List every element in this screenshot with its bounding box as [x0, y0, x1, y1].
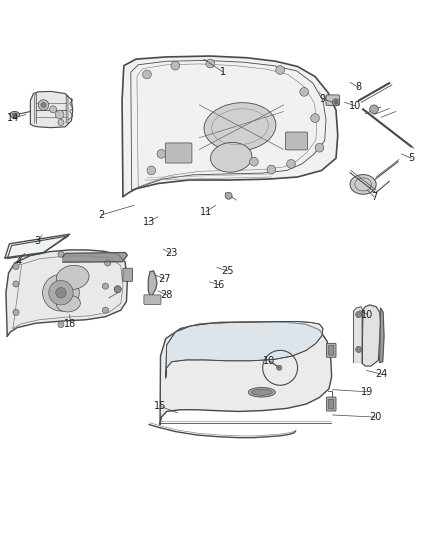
Text: 1: 1 — [220, 67, 226, 77]
Polygon shape — [362, 305, 381, 366]
Circle shape — [206, 59, 215, 68]
Text: 15: 15 — [154, 401, 166, 411]
Ellipse shape — [57, 265, 89, 289]
Circle shape — [315, 143, 324, 152]
Text: 7: 7 — [371, 192, 377, 201]
Polygon shape — [148, 271, 157, 296]
FancyBboxPatch shape — [328, 345, 334, 355]
Text: 10: 10 — [361, 310, 374, 319]
FancyBboxPatch shape — [328, 399, 334, 409]
Circle shape — [171, 61, 180, 70]
Ellipse shape — [12, 113, 17, 116]
Circle shape — [277, 365, 282, 370]
Ellipse shape — [204, 103, 276, 151]
Polygon shape — [7, 236, 68, 259]
FancyBboxPatch shape — [123, 268, 133, 281]
Text: 24: 24 — [376, 369, 388, 379]
Polygon shape — [160, 322, 332, 425]
Ellipse shape — [248, 387, 276, 397]
Ellipse shape — [350, 175, 376, 194]
Circle shape — [311, 114, 319, 123]
Circle shape — [143, 70, 151, 79]
Circle shape — [267, 165, 276, 174]
Text: 20: 20 — [369, 412, 381, 422]
Circle shape — [56, 287, 66, 298]
Circle shape — [287, 159, 295, 168]
Text: 11: 11 — [200, 207, 212, 217]
Circle shape — [13, 263, 19, 270]
Circle shape — [334, 101, 338, 104]
Text: 10: 10 — [349, 101, 361, 111]
Text: 2: 2 — [98, 210, 104, 220]
Circle shape — [147, 166, 155, 175]
FancyBboxPatch shape — [326, 95, 339, 106]
Polygon shape — [353, 306, 363, 362]
Circle shape — [356, 346, 362, 352]
Text: 23: 23 — [165, 248, 177, 259]
Circle shape — [157, 149, 166, 158]
Text: 25: 25 — [222, 266, 234, 276]
Ellipse shape — [57, 295, 80, 312]
Polygon shape — [63, 253, 127, 262]
Circle shape — [114, 286, 121, 293]
FancyBboxPatch shape — [165, 143, 192, 163]
Circle shape — [41, 102, 46, 108]
Circle shape — [105, 260, 111, 266]
Polygon shape — [30, 92, 73, 128]
Polygon shape — [6, 250, 127, 336]
Text: 14: 14 — [7, 113, 19, 123]
Circle shape — [102, 283, 109, 289]
Text: 3: 3 — [35, 236, 41, 246]
Circle shape — [58, 251, 64, 257]
Text: 18: 18 — [64, 319, 77, 329]
Polygon shape — [380, 308, 384, 362]
Text: 19: 19 — [361, 387, 374, 397]
Circle shape — [102, 307, 109, 313]
Text: 27: 27 — [158, 274, 171, 284]
Text: 9: 9 — [320, 94, 326, 104]
Circle shape — [300, 87, 308, 96]
FancyBboxPatch shape — [144, 295, 161, 304]
Ellipse shape — [10, 111, 19, 118]
Text: 4: 4 — [15, 257, 21, 267]
Circle shape — [58, 119, 64, 125]
Circle shape — [38, 100, 49, 110]
Circle shape — [276, 66, 285, 75]
Ellipse shape — [251, 389, 272, 395]
Text: 5: 5 — [408, 153, 414, 163]
Circle shape — [225, 192, 232, 199]
Text: 10: 10 — [263, 356, 276, 366]
Circle shape — [356, 311, 362, 318]
Text: 28: 28 — [160, 290, 173, 300]
Circle shape — [49, 280, 73, 305]
Circle shape — [42, 274, 79, 311]
Circle shape — [13, 309, 19, 316]
Circle shape — [49, 106, 57, 113]
Circle shape — [13, 281, 19, 287]
Circle shape — [55, 110, 64, 119]
Ellipse shape — [211, 142, 252, 172]
Text: 16: 16 — [213, 280, 225, 290]
Circle shape — [332, 99, 339, 106]
Polygon shape — [166, 321, 323, 378]
FancyBboxPatch shape — [286, 132, 307, 150]
Circle shape — [250, 157, 258, 166]
FancyBboxPatch shape — [326, 343, 336, 357]
Polygon shape — [122, 56, 338, 197]
Text: 13: 13 — [143, 216, 155, 227]
Circle shape — [370, 105, 378, 114]
FancyBboxPatch shape — [326, 397, 336, 411]
Text: 8: 8 — [356, 83, 362, 93]
Circle shape — [58, 321, 64, 328]
